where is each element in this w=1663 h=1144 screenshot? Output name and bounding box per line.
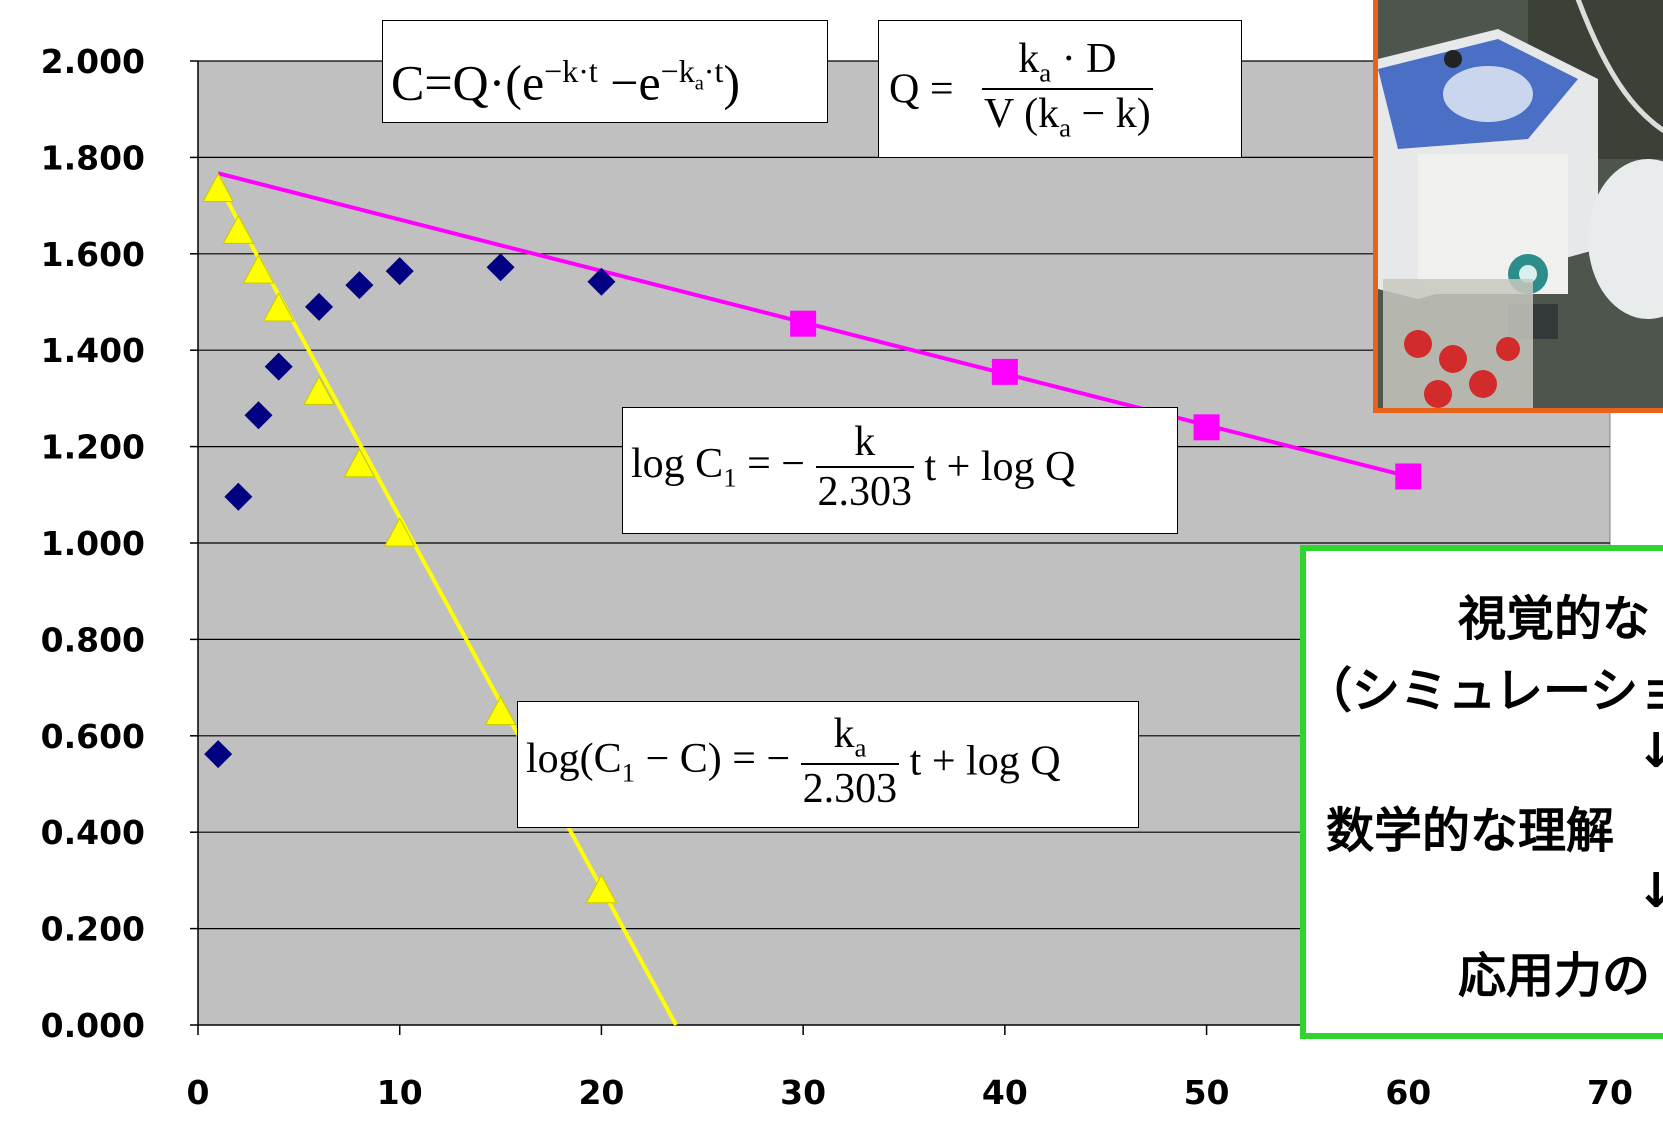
diamond-point	[224, 482, 253, 511]
triangle-point	[585, 873, 618, 904]
diamond-point	[244, 401, 273, 430]
triangle-point	[343, 447, 376, 478]
eq2-num-tail: · D	[1051, 36, 1117, 82]
y-tick-label: 1.200	[41, 428, 145, 467]
triangle-point	[383, 517, 416, 547]
eq2-den-v: V	[984, 91, 1014, 138]
y-tick-label: 0.200	[41, 910, 145, 949]
y-tick-label: 1.800	[41, 138, 145, 177]
square-point	[790, 310, 817, 337]
y-tick-label: 0.800	[41, 620, 145, 659]
eq1-exp2-sub: a	[694, 72, 704, 95]
eq2-den-k: k	[1038, 91, 1060, 138]
callout-line3: 数学的な理解	[1326, 803, 1615, 859]
eq3-eq: = −	[736, 441, 805, 488]
equation-q: Q = ka · D V (ka − k)	[878, 20, 1242, 158]
x-tick-label: 50	[1184, 1073, 1230, 1112]
eq3-lhs: log C	[631, 441, 724, 488]
y-tick-label: 2.000	[41, 42, 145, 81]
eq1-mid: −e	[597, 54, 661, 111]
eq1-lhs: C=Q·(e	[391, 54, 545, 111]
eq4-num-sub: a	[854, 732, 867, 763]
y-tick-label: 1.000	[41, 524, 145, 563]
y-tick-label: 0.400	[41, 813, 145, 852]
eq4-num: k	[833, 711, 855, 757]
diamond-point	[385, 257, 414, 286]
equation-concentration: C=Q·(e−k·t −e−ka·t)	[382, 20, 828, 123]
x-tick-label: 30	[780, 1073, 826, 1112]
eq1-exp1: −k·t	[544, 53, 598, 89]
diamond-point	[305, 292, 334, 321]
callout-line4: 応用力の	[1458, 948, 1651, 1004]
eq2-den-paren-close: )	[1136, 91, 1151, 138]
eq2-den-tail: − k	[1071, 91, 1137, 138]
y-tick-label: 0.600	[41, 717, 145, 756]
triangle-point	[484, 695, 517, 725]
callout-arrow1: ↓	[1636, 723, 1663, 779]
square-point	[1395, 463, 1422, 490]
lab-equipment-icon	[1378, 0, 1663, 408]
lab-equipment-photo	[1373, 0, 1663, 413]
diamond-point	[486, 253, 515, 282]
eq4-fraction: ka 2.303	[800, 710, 900, 813]
eq4-den: 2.303	[800, 763, 900, 813]
x-tick-labels: 0 10 20 30 40 50 60 70	[187, 1073, 1633, 1112]
eq1-close: )	[723, 54, 740, 111]
x-tick-label: 70	[1587, 1073, 1633, 1112]
callout-box: 視覚的な （シミュレーション ↓ 数学的な理解 ↓ 応用力の	[1300, 545, 1663, 1039]
eq2-fraction: ka · D V (ka − k)	[982, 35, 1153, 144]
callout-arrow2: ↓	[1636, 863, 1663, 919]
eq4-lhs-tail: − C) = −	[635, 736, 791, 782]
eq4-rhs: t + log Q	[899, 738, 1061, 785]
eq2-num-k: k	[1018, 36, 1040, 82]
eq3-lhs-sub: 1	[723, 462, 737, 493]
triangle-point	[242, 254, 275, 284]
y-tick-label: 0.000	[41, 1006, 145, 1045]
x-tick-label: 20	[578, 1073, 624, 1112]
eq2-den-sub: a	[1059, 112, 1072, 143]
square-point	[991, 358, 1018, 385]
data-markers	[202, 172, 1422, 904]
square-point	[1193, 414, 1220, 441]
diamond-point	[264, 352, 293, 381]
eq4-lhs: log(C	[526, 736, 622, 782]
equation-log-c1-minus-c: log(C1 − C) = − ka 2.303 t + log Q	[517, 701, 1139, 828]
triangle-point	[202, 172, 235, 202]
triangle-point	[303, 375, 335, 405]
x-tick-label: 40	[982, 1073, 1028, 1112]
eq3-fraction: k 2.303	[815, 418, 914, 516]
eq1-exp2: −k	[660, 53, 695, 89]
x-tick-label: 60	[1385, 1073, 1431, 1112]
y-tick-labels: 0.000 0.200 0.400 0.600 0.800 1.000 1.200 1.400…	[41, 42, 145, 1045]
eq3-den: 2.303	[815, 466, 914, 516]
callout-line2: （シミュレーション	[1304, 663, 1663, 719]
equation-log-c1: log C1 = − k 2.303 t + log Q	[622, 407, 1178, 534]
eq3-num: k	[854, 419, 876, 465]
triangle-point	[222, 214, 255, 244]
diamond-point	[587, 267, 616, 296]
y-tick-label: 1.400	[41, 331, 145, 370]
callout-line1: 視覚的な	[1458, 591, 1651, 647]
eq2-lhs: Q =	[889, 66, 954, 113]
y-tick-label: 1.600	[41, 235, 145, 274]
eq1-exp2-tail: ·t	[703, 53, 724, 89]
triangle-point	[262, 292, 295, 322]
x-tick-label: 10	[377, 1073, 423, 1112]
eq3-rhs: t + log Q	[914, 444, 1076, 490]
eq2-num-sub: a	[1039, 57, 1052, 88]
x-tick-label: 0	[187, 1073, 210, 1112]
diamond-point	[345, 271, 374, 300]
eq4-lhs-sub: 1	[621, 757, 636, 788]
eq2-den-paren-open: (	[1024, 91, 1039, 138]
diamond-point	[204, 740, 233, 769]
